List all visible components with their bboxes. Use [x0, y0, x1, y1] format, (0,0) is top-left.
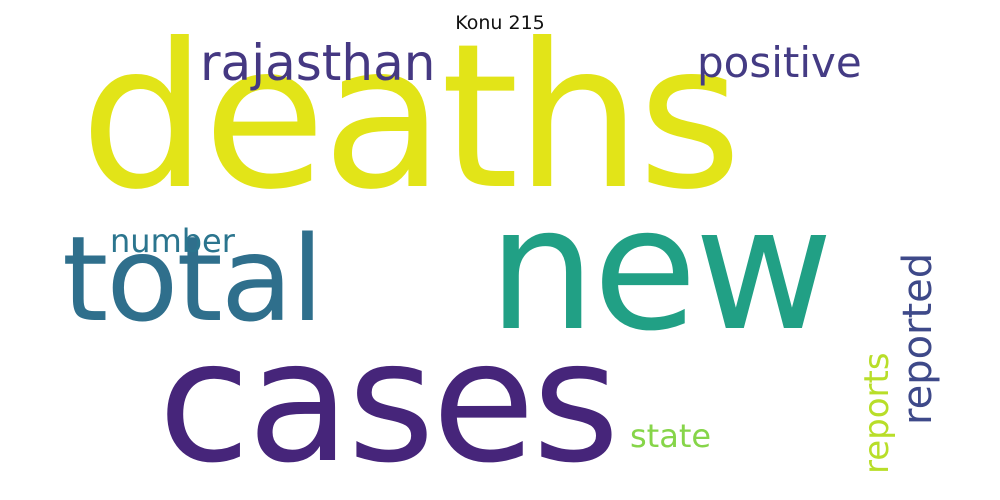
word-rajasthan: rajasthan	[200, 34, 436, 92]
word-reports: reports	[857, 352, 897, 474]
word-new: new	[488, 171, 833, 369]
word-cases: cases	[158, 304, 620, 500]
word-number: number	[110, 222, 235, 260]
word-total: total	[62, 210, 324, 348]
word-reported: reported	[895, 252, 941, 425]
word-state: state	[630, 417, 712, 455]
word-positive: positive	[697, 38, 862, 87]
page-title: Konu 215	[455, 12, 545, 34]
word-deaths: deaths	[80, 1, 742, 234]
